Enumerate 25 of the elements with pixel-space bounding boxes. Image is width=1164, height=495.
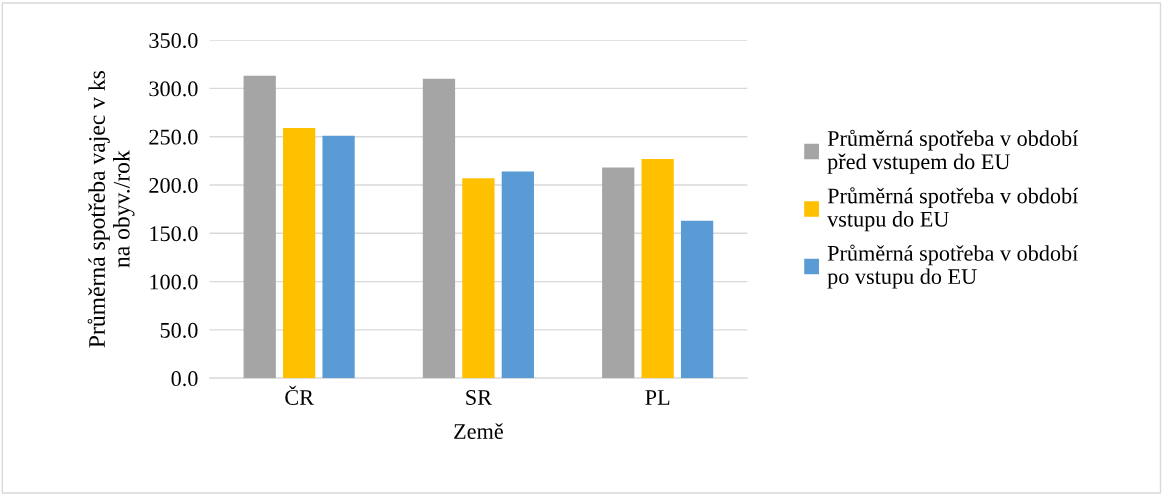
y-tick-label: 150.0 bbox=[150, 226, 198, 242]
y-axis-title: Průměrná spotřeba vajec v ks na obyv./rok bbox=[87, 71, 135, 348]
y-tick-label: 300.0 bbox=[149, 81, 198, 97]
x-tick-label: SR bbox=[466, 390, 492, 405]
bar bbox=[422, 78, 456, 379]
y-tick-label: 200.0 bbox=[149, 177, 198, 194]
y-tick-label: 50.0 bbox=[160, 322, 198, 338]
legend-label: Průměrná spotřeba v období před vstupem do EU bbox=[827, 129, 1079, 174]
legend-label: Průměrná spotřeba v období vstupu do EU bbox=[827, 187, 1079, 232]
bar bbox=[283, 128, 316, 379]
y-tick-label: 100.0 bbox=[150, 274, 198, 290]
bar bbox=[243, 75, 276, 379]
y-tick-label: 250.0 bbox=[149, 129, 198, 145]
bar bbox=[602, 167, 635, 379]
y-tick-label: 0.0 bbox=[171, 371, 198, 387]
legend-label: Průměrná spotřeba v období po vstupu do EU bbox=[827, 244, 1079, 289]
bar bbox=[641, 158, 674, 379]
bar bbox=[680, 220, 714, 379]
x-axis-title: Země bbox=[454, 423, 503, 439]
x-tick-label: ČR bbox=[285, 385, 314, 405]
x-tick-label: PL bbox=[645, 390, 670, 405]
bar bbox=[462, 178, 495, 379]
bar bbox=[322, 135, 355, 379]
bar bbox=[501, 171, 534, 379]
y-tick-label: 350.0 bbox=[149, 33, 198, 49]
